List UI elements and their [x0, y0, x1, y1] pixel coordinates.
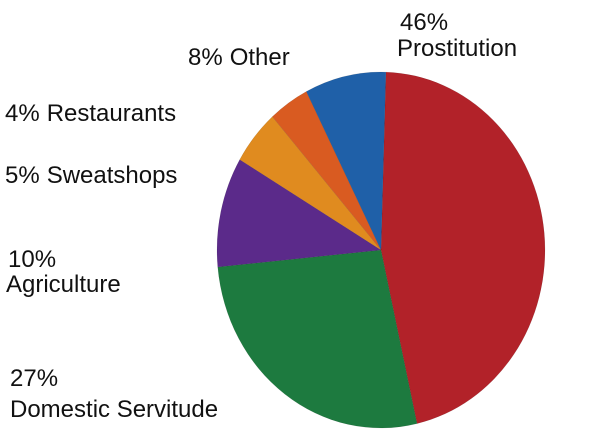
slice-value-label: 27% — [10, 365, 58, 392]
pie-slice — [272, 91, 382, 251]
slice-label: 4% Restaurants — [5, 100, 176, 127]
slice-name: Agriculture — [6, 271, 121, 298]
slice-label: 5% Sweatshops — [5, 162, 177, 189]
slice-label: 8% Other — [188, 44, 290, 71]
slice-value-label: 10% — [8, 246, 56, 273]
slice-name: Prostitution — [397, 35, 517, 62]
slice-value-label: 4% — [5, 100, 40, 127]
pie-slice — [239, 116, 382, 251]
pie-slice — [217, 249, 418, 429]
slice-name: Domestic Servitude — [10, 396, 218, 423]
slice-value-label: 46% — [400, 9, 448, 36]
slice-name: Restaurants — [47, 100, 176, 127]
slice-name: Other — [230, 44, 290, 71]
pie-slice — [380, 71, 546, 424]
slice-name: Sweatshops — [47, 162, 178, 189]
slice-value-label: 8% — [188, 44, 223, 71]
pie-slice — [216, 159, 382, 268]
pie-slice — [306, 71, 387, 251]
slice-value-label: 5% — [5, 162, 40, 189]
